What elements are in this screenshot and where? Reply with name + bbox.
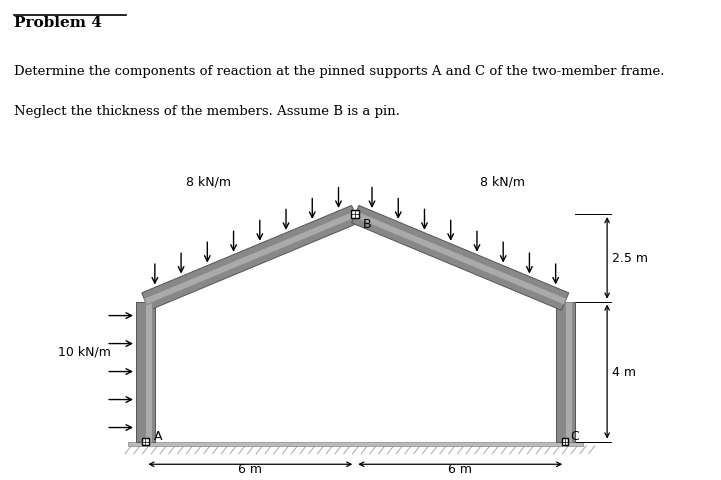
Polygon shape bbox=[136, 302, 155, 442]
Point bbox=[122, 13, 131, 19]
Text: Neglect the thickness of the members. Assume B is a pin.: Neglect the thickness of the members. As… bbox=[14, 105, 400, 118]
Polygon shape bbox=[556, 302, 575, 442]
Polygon shape bbox=[142, 206, 359, 311]
Text: 2.5 m: 2.5 m bbox=[612, 252, 648, 265]
Bar bbox=[142, 438, 149, 445]
Text: 6 m: 6 m bbox=[448, 462, 472, 475]
Text: 4 m: 4 m bbox=[612, 365, 637, 378]
Text: 8 kN/m: 8 kN/m bbox=[186, 175, 231, 188]
Bar bbox=[351, 211, 360, 219]
Point bbox=[10, 13, 19, 19]
Text: B: B bbox=[363, 217, 371, 230]
Text: A: A bbox=[154, 429, 163, 442]
Text: Determine the components of reaction at the pinned supports A and C of the two-m: Determine the components of reaction at … bbox=[14, 64, 665, 77]
Text: 10 kN/m: 10 kN/m bbox=[58, 344, 110, 357]
Polygon shape bbox=[145, 302, 152, 442]
Polygon shape bbox=[352, 206, 569, 311]
Text: 6 m: 6 m bbox=[239, 462, 262, 475]
Polygon shape bbox=[354, 212, 567, 305]
Text: Problem 4: Problem 4 bbox=[14, 16, 102, 30]
Text: C: C bbox=[570, 429, 579, 442]
Bar bbox=[562, 438, 568, 445]
Polygon shape bbox=[144, 212, 357, 305]
Text: 8 kN/m: 8 kN/m bbox=[479, 175, 525, 188]
Bar bbox=[128, 442, 583, 446]
Polygon shape bbox=[565, 302, 572, 442]
